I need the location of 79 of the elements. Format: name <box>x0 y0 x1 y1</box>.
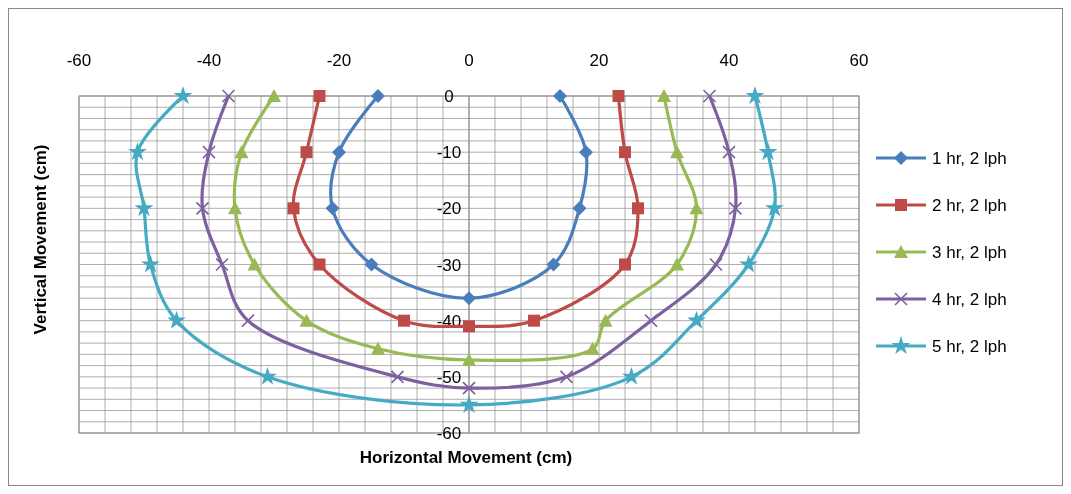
point <box>689 201 704 215</box>
point <box>585 341 600 355</box>
point <box>134 198 154 217</box>
point <box>313 90 326 102</box>
point <box>758 142 778 161</box>
point <box>722 145 736 159</box>
point <box>202 145 216 159</box>
point <box>173 86 193 105</box>
point <box>598 313 613 327</box>
point <box>287 202 300 215</box>
point <box>128 142 147 161</box>
x-tick-label: -60 <box>66 51 92 70</box>
point <box>398 314 410 327</box>
x-tick-label: -40 <box>196 51 222 70</box>
y-tick-label: -60 <box>436 424 462 443</box>
point <box>745 86 765 105</box>
point <box>612 90 625 102</box>
point <box>702 89 717 103</box>
point <box>325 201 340 216</box>
point <box>332 145 346 160</box>
point <box>459 395 479 413</box>
point <box>619 146 631 159</box>
legend-label: 2 hr, 2 lph <box>932 196 1007 215</box>
x-tick-label: 20 <box>589 51 609 70</box>
point <box>371 89 385 103</box>
y-tick-label: -20 <box>436 199 462 219</box>
point <box>167 310 186 329</box>
point <box>619 258 631 271</box>
point <box>739 254 758 273</box>
x-tick-label: 40 <box>719 51 739 70</box>
point <box>463 320 475 333</box>
point <box>390 370 405 384</box>
x-tick-label: -20 <box>326 51 352 70</box>
point <box>462 291 476 306</box>
point <box>572 201 587 216</box>
point <box>258 366 277 385</box>
point <box>221 89 236 103</box>
point <box>559 370 574 384</box>
point <box>765 198 784 217</box>
y-tick-label: -50 <box>436 367 462 387</box>
y-tick-label: -10 <box>436 143 462 163</box>
point <box>622 366 641 385</box>
point <box>234 145 249 159</box>
x-tick-label: 0 <box>464 51 474 70</box>
point <box>670 257 684 271</box>
x-tick-label: 60 <box>849 51 869 70</box>
x-axis-title: Horizontal Movement (cm) <box>359 448 573 467</box>
point <box>241 313 255 328</box>
point <box>728 201 743 216</box>
point <box>299 313 314 327</box>
point <box>215 257 229 272</box>
point <box>364 257 379 272</box>
point <box>247 257 262 271</box>
legend-label: 4 hr, 2 lph <box>932 290 1007 309</box>
point <box>313 258 326 271</box>
legend-label: 3 hr, 2 lph <box>932 243 1007 262</box>
point <box>644 313 658 328</box>
point <box>670 145 684 159</box>
point <box>267 89 281 102</box>
point <box>632 202 644 215</box>
point <box>228 201 242 215</box>
point <box>579 145 593 160</box>
point <box>709 257 723 272</box>
point <box>462 381 476 395</box>
legend-label: 5 hr, 2 lph <box>932 337 1007 356</box>
y-tick-label: 0 <box>444 87 454 106</box>
point <box>528 314 540 327</box>
y-axis-title: Vertical Movement (cm) <box>31 144 50 335</box>
point <box>687 310 706 329</box>
legend-label: 1 hr, 2 lph <box>932 149 1007 168</box>
point <box>300 146 313 159</box>
point <box>141 254 160 273</box>
point <box>195 201 210 216</box>
point <box>553 89 567 103</box>
point <box>657 89 671 102</box>
point <box>371 341 385 355</box>
point <box>462 352 476 366</box>
point <box>546 257 561 272</box>
y-tick-label: -30 <box>436 255 462 275</box>
